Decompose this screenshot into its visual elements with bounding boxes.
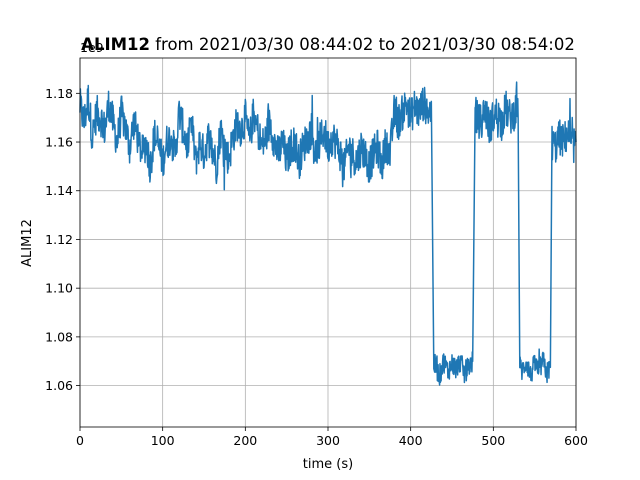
chart-title-bold: ALIM12	[81, 35, 150, 54]
y-axis-label: ALIM12	[20, 219, 35, 267]
x-axis-ticks: 0 100 200 300 400 500 600	[76, 427, 588, 448]
x-tick-label: 100	[151, 433, 175, 448]
chart-title-rest: from 2021/03/30 08:44:02 to 2021/03/30 0…	[150, 35, 575, 54]
x-tick-label: 0	[76, 433, 84, 448]
y-tick-label: 1.16	[45, 135, 73, 150]
y-tick-label: 1.08	[45, 329, 73, 344]
y-axis-ticks: 1.06 1.08 1.10 1.12 1.14 1.16 1.18	[45, 86, 80, 393]
x-tick-label: 500	[481, 433, 505, 448]
series-layer	[79, 81, 577, 386]
chart-title: ALIM12 from 2021/03/30 08:44:02 to 2021/…	[81, 35, 575, 54]
x-tick-label: 400	[399, 433, 423, 448]
x-tick-label: 300	[316, 433, 340, 448]
y-tick-label: 1.06	[45, 378, 73, 393]
x-axis-label: time (s)	[303, 457, 353, 472]
plot-area	[79, 57, 577, 428]
x-tick-label: 200	[233, 433, 257, 448]
y-tick-label: 1.12	[45, 232, 73, 247]
series-line	[79, 81, 577, 386]
y-tick-label: 1.14	[45, 183, 73, 198]
x-tick-label: 600	[564, 433, 588, 448]
y-offset-label: 1e9	[80, 40, 104, 55]
y-tick-label: 1.18	[45, 86, 73, 101]
y-tick-label: 1.10	[45, 281, 73, 296]
